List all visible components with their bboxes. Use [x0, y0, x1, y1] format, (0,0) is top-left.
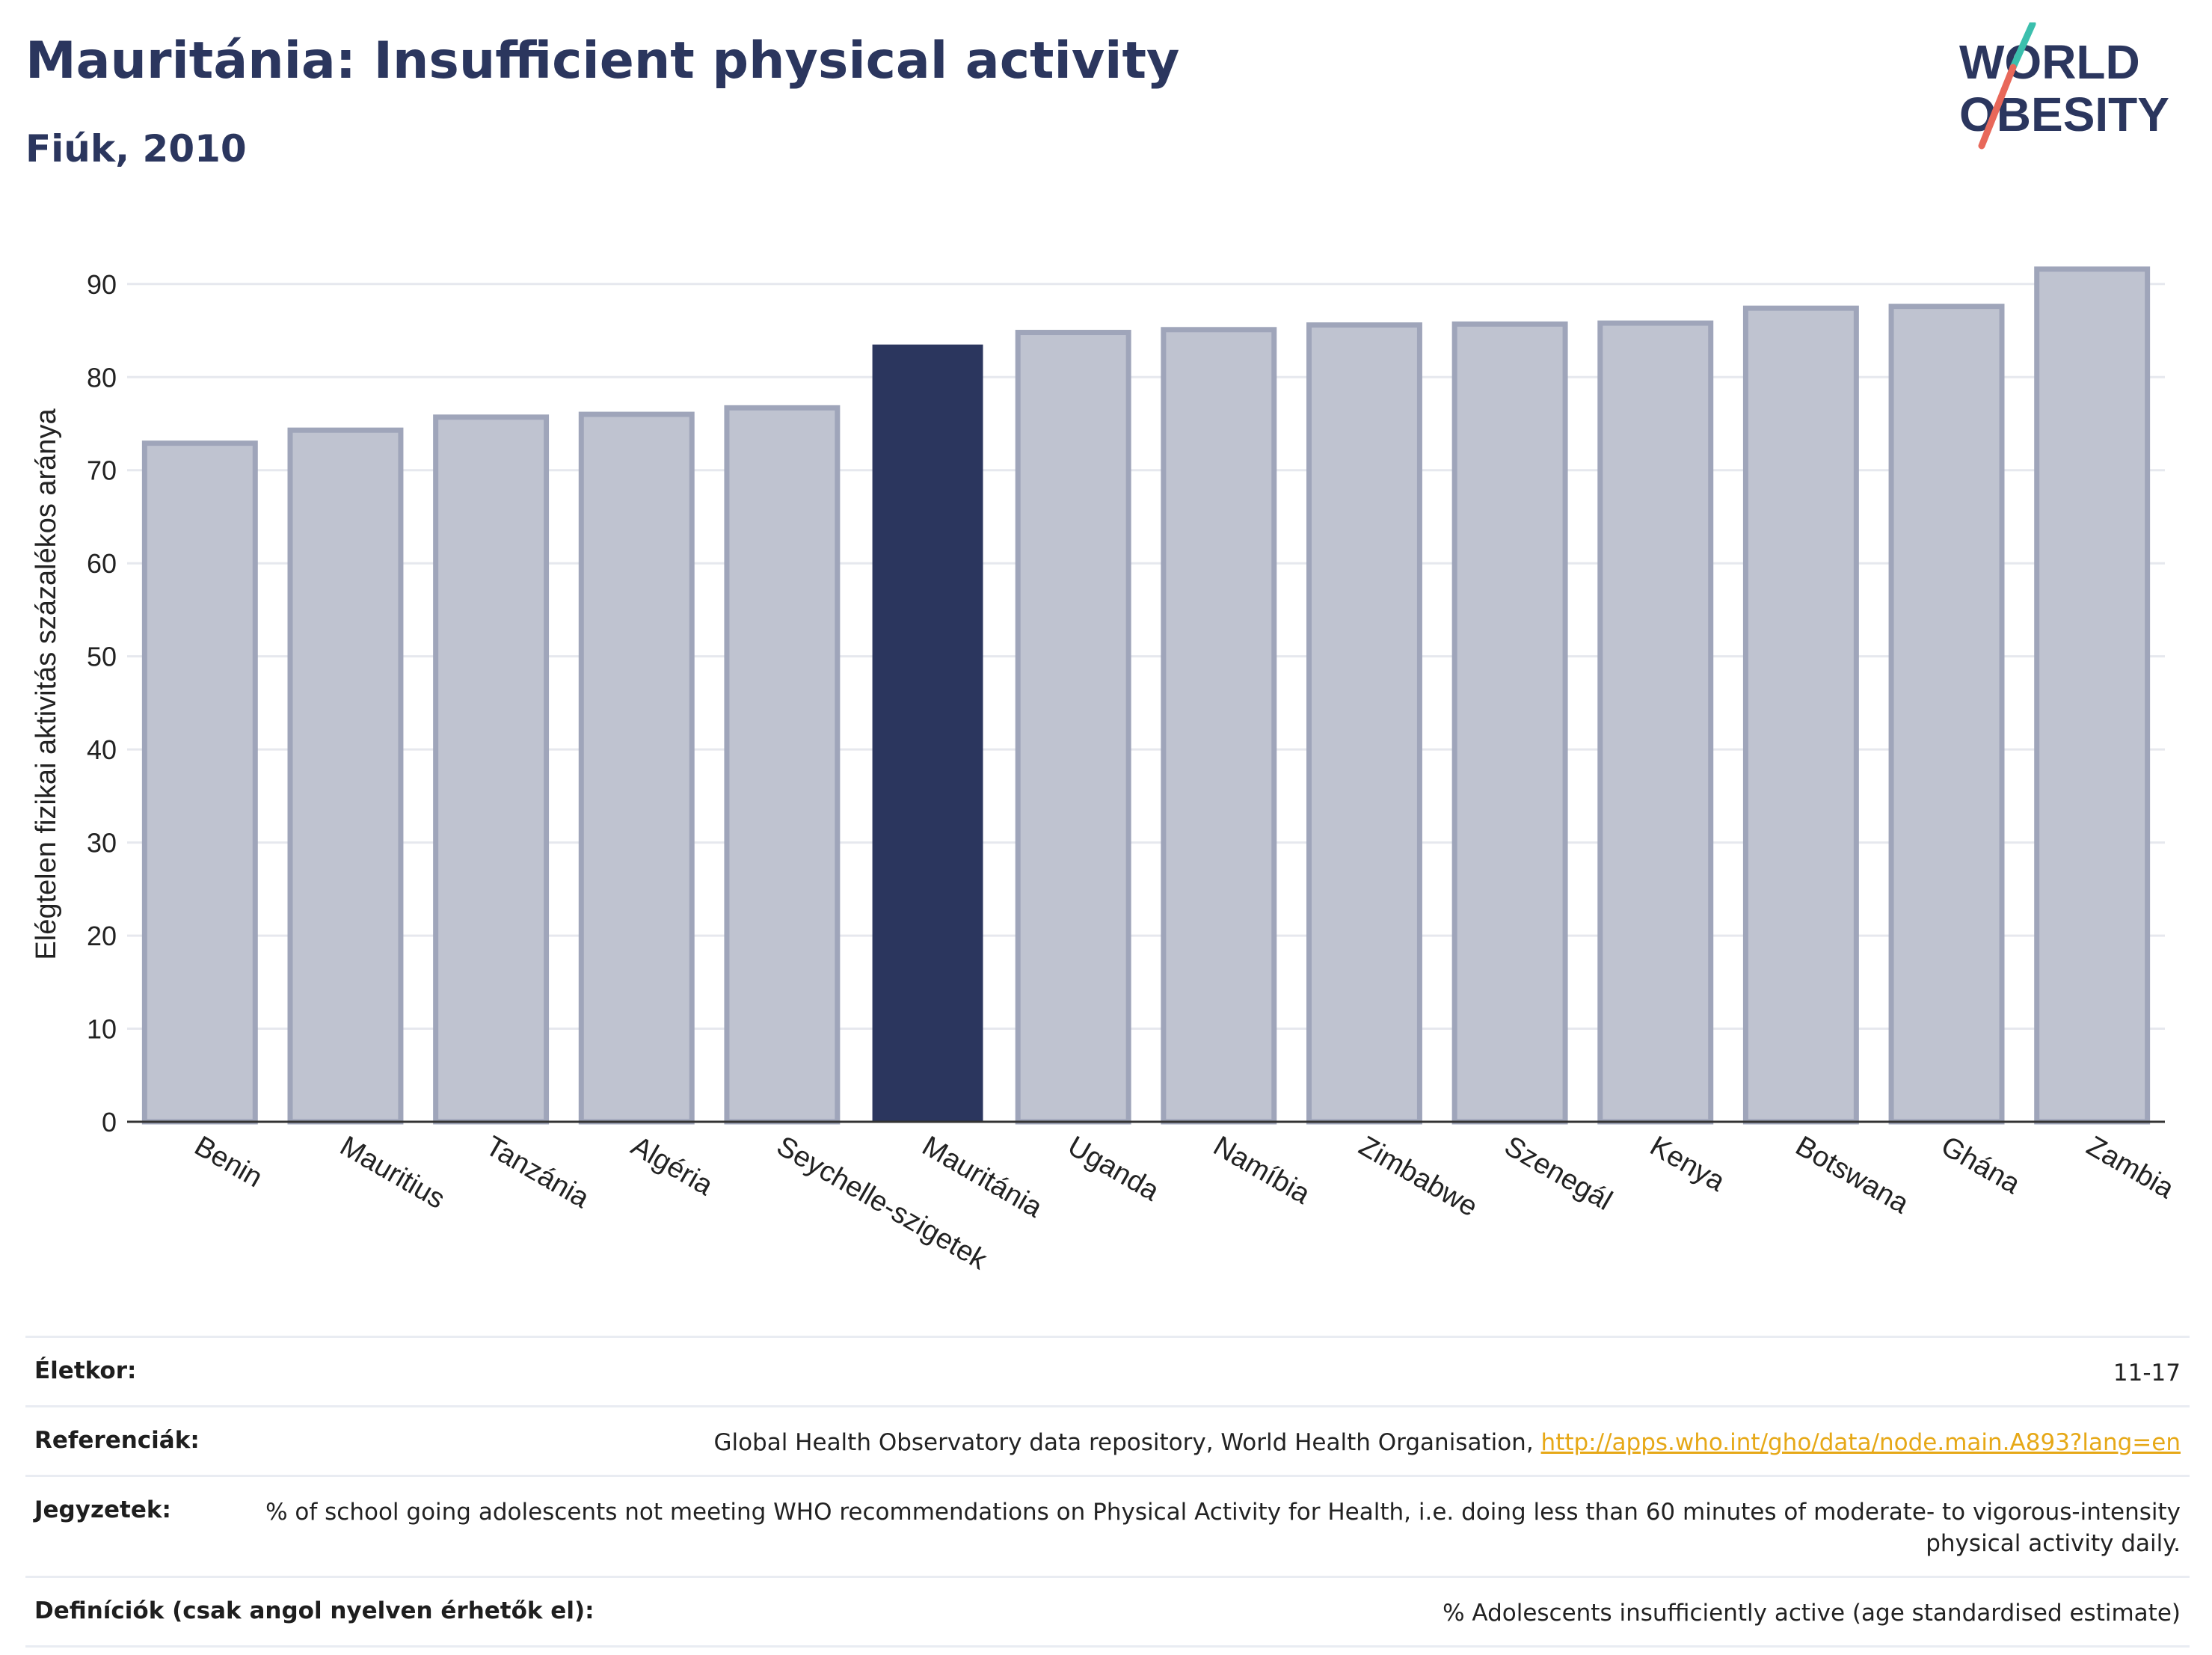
- meta-value: % Adolescents insufficiently active (age…: [1443, 1597, 2181, 1629]
- meta-row: Jegyzetek: % of school going adolescents …: [25, 1475, 2190, 1576]
- meta-value-text: % of school going adolescents not meetin…: [265, 1499, 2181, 1557]
- x-tick-label: Benin: [189, 1130, 268, 1194]
- y-axis-label: Elégtelen fizikai aktivitás százalékos a…: [31, 408, 62, 960]
- y-tick-label: 40: [87, 734, 117, 765]
- bar-zambia: [2034, 266, 2151, 1125]
- y-tick-label: 90: [87, 269, 117, 300]
- meta-label: Referenciák:: [34, 1427, 200, 1454]
- meta-row: Életkor: 11-17: [25, 1336, 2190, 1405]
- bar-kenya: [1597, 320, 1714, 1125]
- meta-row: Referenciák: Global Health Observatory da…: [25, 1405, 2190, 1475]
- logo-slash-red: [1978, 64, 2017, 150]
- x-tick-label: Uganda: [1063, 1130, 1165, 1207]
- y-tick-label: 0: [102, 1107, 117, 1137]
- page-title: Mauritánia: Insufficient physical activi…: [25, 31, 1180, 90]
- meta-value: Global Health Observatory data repositor…: [713, 1427, 2181, 1458]
- y-tick-label: 20: [87, 921, 117, 951]
- bar-alg-ria: [578, 411, 695, 1125]
- bar-nam-bia: [1161, 327, 1277, 1125]
- meta-value: % of school going adolescents not meetin…: [201, 1496, 2181, 1559]
- y-tick-label: 10: [87, 1014, 117, 1045]
- meta-row: Definíciók (csak angol nyelven érhetők e…: [25, 1576, 2190, 1648]
- bar-zimbabwe: [1306, 322, 1422, 1125]
- bar-botswana: [1742, 305, 1859, 1125]
- reference-link[interactable]: http://apps.who.int/gho/data/node.main.A…: [1540, 1429, 2181, 1456]
- bar-szeneg-l: [1451, 321, 1568, 1125]
- meta-label: Jegyzetek:: [34, 1496, 171, 1523]
- x-tick-label: Tanzánia: [480, 1130, 595, 1215]
- bar-benin: [141, 440, 258, 1125]
- metadata-table: Életkor: 11-17 Referenciák: Global Health O…: [25, 1336, 2190, 1648]
- y-tick-label: 60: [87, 548, 117, 579]
- meta-value-text: Global Health Observatory data repositor…: [713, 1429, 1541, 1456]
- logo-slash-teal: [2009, 22, 2036, 71]
- x-tick-label: Zambia: [2081, 1130, 2179, 1205]
- x-tick-label: Algéria: [626, 1130, 719, 1202]
- y-axis-ticks: 0 10 20 30 40 50 60 70 80 90: [87, 269, 117, 1137]
- grid-lines: [127, 283, 2165, 1031]
- y-tick-label: 70: [87, 455, 117, 486]
- bar-maurit-nia: [872, 344, 983, 1122]
- bar-seychelle-szigetek: [724, 405, 841, 1125]
- meta-label: Életkor:: [34, 1357, 137, 1384]
- x-tick-label: Botswana: [1790, 1130, 1914, 1220]
- x-tick-label: Mauritánia: [917, 1130, 1048, 1224]
- x-tick-label: Szenegál: [1499, 1130, 1617, 1217]
- bars: [141, 266, 2151, 1125]
- bar-tanz-nia: [433, 414, 550, 1125]
- bar-uganda: [1015, 330, 1131, 1125]
- page-subtitle: Fiúk, 2010: [25, 127, 247, 171]
- x-tick-label: Mauritius: [334, 1130, 450, 1215]
- x-tick-label: Zimbabwe: [1354, 1130, 1483, 1223]
- meta-value-text: 11-17: [2113, 1360, 2181, 1387]
- y-tick-label: 50: [87, 642, 117, 672]
- meta-value: 11-17: [2113, 1357, 2181, 1389]
- y-tick-label: 30: [87, 828, 117, 859]
- x-tick-label: Namíbia: [1208, 1130, 1315, 1211]
- bar-mauritius: [287, 427, 404, 1125]
- logo-line1: WORLD: [1959, 35, 2140, 89]
- y-tick-label: 80: [87, 362, 117, 393]
- x-tick-label: Kenya: [1644, 1130, 1730, 1198]
- meta-label: Definíciók (csak angol nyelven érhetők e…: [34, 1597, 595, 1624]
- bar-chart: 0 10 20 30 40 50 60 70 80 90 Benin Mauritius Tanzán…: [31, 266, 2180, 1277]
- x-tick-label: Ghána: [1936, 1130, 2027, 1200]
- bar-gh-na: [1888, 304, 2005, 1125]
- world-obesity-logo: WORLD OBESITY: [1959, 22, 2169, 150]
- meta-value-text: % Adolescents insufficiently active (age…: [1443, 1600, 2181, 1627]
- x-axis-ticks: Benin Mauritius Tanzánia Algéria Seychelle-s…: [189, 1130, 2180, 1276]
